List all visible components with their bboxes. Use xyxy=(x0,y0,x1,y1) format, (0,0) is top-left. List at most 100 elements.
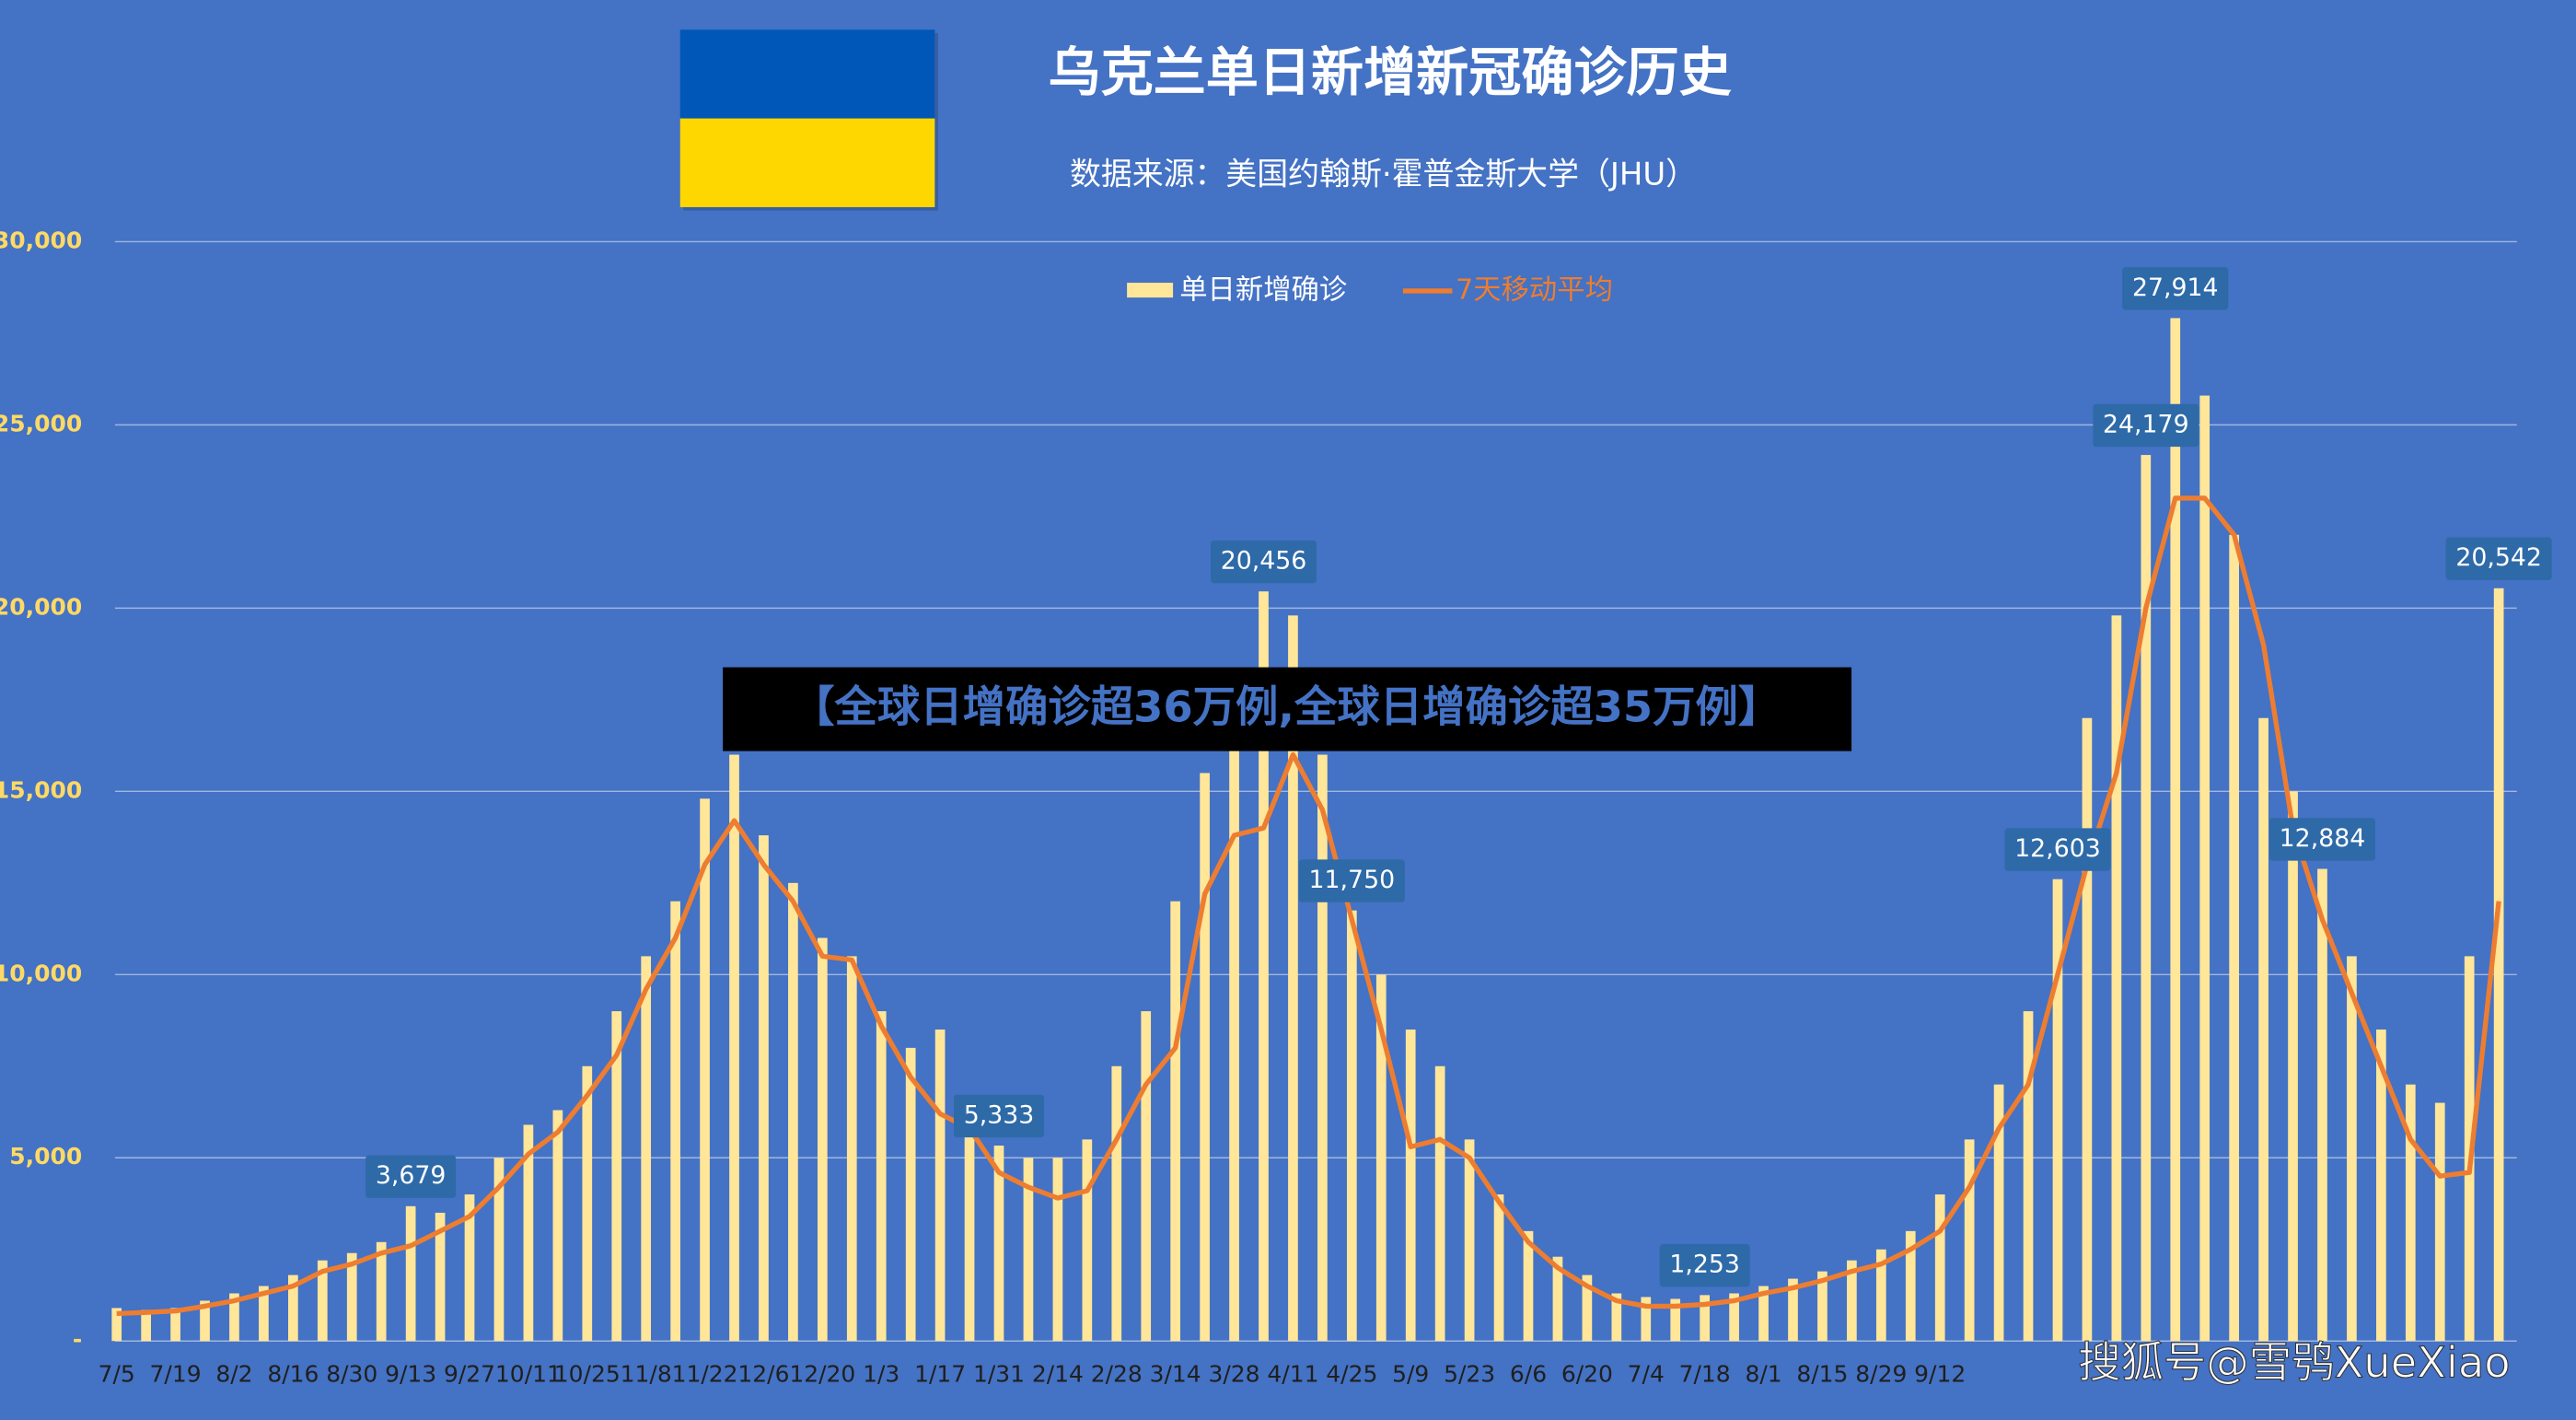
data-label: 3,679 xyxy=(366,1155,457,1198)
data-label: 12,603 xyxy=(2004,828,2111,871)
x-tick-label: 1/31 xyxy=(973,1361,1025,1388)
bar xyxy=(1582,1275,1593,1342)
y-tick-label: 20,000 xyxy=(0,593,82,620)
bar xyxy=(2405,1084,2416,1342)
bar xyxy=(2141,455,2152,1342)
bar xyxy=(1964,1139,1975,1342)
x-tick-label: 9/27 xyxy=(444,1361,495,1388)
data-label: 27,914 xyxy=(2122,267,2229,310)
bar xyxy=(1141,1011,1152,1342)
x-tick-label: 3/14 xyxy=(1150,1361,1201,1388)
y-tick-label: 15,000 xyxy=(0,776,82,803)
x-tick-label: 5/23 xyxy=(1444,1361,1495,1388)
data-label-text: 27,914 xyxy=(2132,274,2219,302)
x-tick-label: 7/5 xyxy=(99,1361,135,1388)
x-tick-label: 4/11 xyxy=(1267,1361,1318,1388)
bar xyxy=(1847,1260,1857,1342)
bar xyxy=(2493,588,2504,1342)
bar xyxy=(111,1308,122,1342)
x-tick-label: 9/12 xyxy=(1914,1361,1966,1388)
bar xyxy=(1817,1271,1828,1342)
bar xyxy=(1111,1065,1122,1342)
x-tick-label: 12/6 xyxy=(737,1361,789,1388)
bar xyxy=(405,1205,416,1342)
legend-label: 单日新增确诊 xyxy=(1179,274,1347,306)
data-label: 11,750 xyxy=(1298,859,1405,902)
bar xyxy=(1170,901,1181,1342)
data-label: 24,179 xyxy=(2093,403,2199,448)
bar xyxy=(493,1158,505,1342)
data-label: 12,884 xyxy=(2269,818,2375,861)
bar xyxy=(1052,1158,1063,1342)
bar xyxy=(170,1308,180,1342)
bar xyxy=(729,754,739,1342)
bar xyxy=(1670,1298,1681,1342)
data-label-box xyxy=(1659,1244,1750,1287)
bar xyxy=(200,1300,210,1342)
y-tick-label: 5,000 xyxy=(9,1143,82,1170)
legend-swatch xyxy=(1127,283,1174,298)
x-tick-label: 8/2 xyxy=(215,1361,252,1388)
bar xyxy=(582,1065,593,1342)
bar xyxy=(2434,1102,2445,1342)
bar xyxy=(1346,910,1357,1342)
data-label-box xyxy=(2004,828,2111,871)
bar xyxy=(1259,591,1269,1342)
data-label-box xyxy=(2445,537,2552,580)
x-tick-label: 8/1 xyxy=(1745,1361,1781,1388)
data-label-box xyxy=(2093,403,2199,448)
data-label: 20,542 xyxy=(2445,537,2552,580)
bar xyxy=(1758,1286,1769,1342)
x-tick-label: 7/18 xyxy=(1679,1361,1731,1388)
bar xyxy=(346,1252,357,1342)
bar xyxy=(1700,1295,1711,1342)
chart-title: 乌克兰单日新增新冠确诊历史 xyxy=(1049,42,1732,103)
bar xyxy=(1875,1249,1886,1342)
y-tick-label: 10,000 xyxy=(0,960,82,986)
bar xyxy=(876,1011,887,1342)
bar xyxy=(2082,717,2093,1342)
bar xyxy=(2111,615,2122,1342)
bar xyxy=(1229,699,1239,1342)
x-tick-label: 7/4 xyxy=(1628,1361,1665,1388)
bar xyxy=(670,901,680,1342)
data-label-text: 3,679 xyxy=(376,1161,447,1190)
bar xyxy=(552,1110,563,1342)
data-label-box xyxy=(954,1094,1045,1138)
bar xyxy=(1641,1297,1652,1342)
x-tick-label: 6/6 xyxy=(1510,1361,1547,1388)
bar xyxy=(376,1241,387,1342)
x-tick-label: 2/14 xyxy=(1032,1361,1084,1388)
bar xyxy=(1082,1139,1093,1342)
x-tick-label: 9/13 xyxy=(385,1361,436,1388)
bar xyxy=(905,1047,916,1342)
bar xyxy=(2023,1011,2034,1342)
bar xyxy=(1729,1293,1739,1342)
data-label-text: 1,253 xyxy=(1669,1251,1740,1279)
data-label-box xyxy=(1298,859,1405,902)
bar xyxy=(993,1146,1004,1342)
bar xyxy=(229,1293,239,1342)
bar xyxy=(1464,1139,1475,1342)
bar xyxy=(611,1011,622,1342)
flag xyxy=(679,29,938,211)
bar xyxy=(464,1194,475,1342)
x-tick-label: 8/30 xyxy=(326,1361,377,1388)
bar xyxy=(964,1121,975,1342)
bar xyxy=(523,1124,534,1342)
bar xyxy=(1288,615,1298,1342)
banner-text: 【全球日增确诊超36万例,全球日增确诊超35万例】 xyxy=(792,682,1781,732)
bar xyxy=(141,1309,151,1342)
x-tick-label: 1/3 xyxy=(863,1361,899,1388)
bar xyxy=(288,1275,298,1342)
bar xyxy=(759,835,769,1342)
data-label-box xyxy=(1210,540,1317,584)
bar xyxy=(1405,1029,1416,1342)
x-tick-label: 8/29 xyxy=(1855,1361,1907,1388)
x-tick-label: 6/20 xyxy=(1561,1361,1613,1388)
data-label-text: 20,456 xyxy=(1221,547,1307,576)
bar xyxy=(1934,1194,1945,1342)
bar xyxy=(317,1260,328,1342)
bar xyxy=(817,937,828,1342)
